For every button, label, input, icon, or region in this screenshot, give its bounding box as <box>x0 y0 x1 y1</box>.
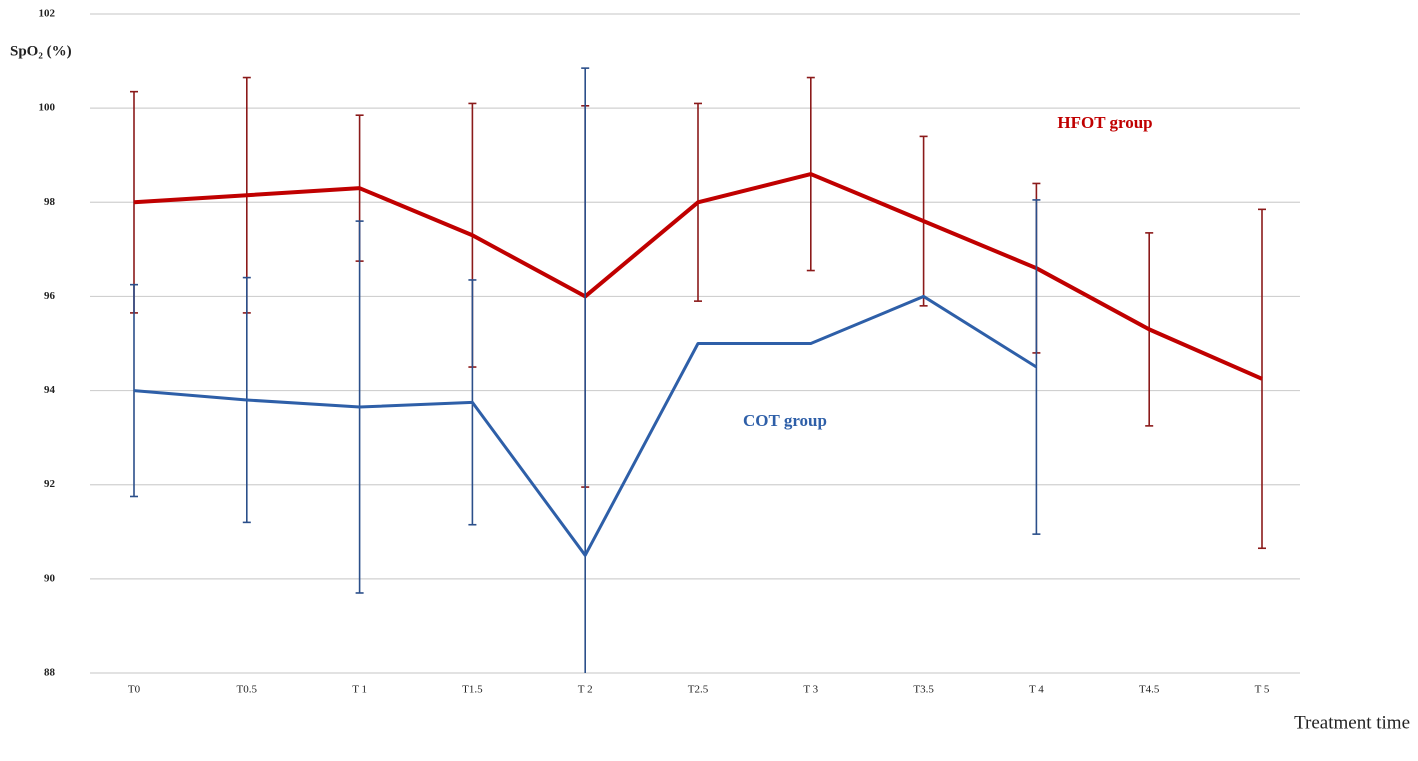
x-axis-label: Treatment time <box>1294 712 1410 733</box>
series-label: COT group <box>743 411 827 430</box>
error-bar <box>581 67 590 673</box>
series-line <box>133 172 1263 381</box>
x-tick-label: T 1 <box>352 684 367 696</box>
y-tick-label: 90 <box>44 572 56 584</box>
y-axis-label: SpO₂ (%) <box>10 43 72 59</box>
x-tick-label: T 5 <box>1255 684 1270 696</box>
x-tick-label: T2.5 <box>688 684 709 696</box>
y-tick-label: 94 <box>44 384 56 396</box>
error-bar <box>130 283 138 498</box>
error-bar <box>1258 208 1266 550</box>
series-line <box>133 294 1038 557</box>
x-tick-label: T 3 <box>803 684 818 696</box>
x-tick-label: T0 <box>128 684 141 696</box>
y-tick-label: 102 <box>39 8 56 20</box>
y-tick-label: 96 <box>44 290 56 302</box>
y-tick-label: 98 <box>44 196 56 208</box>
x-tick-label: T 4 <box>1029 684 1044 696</box>
x-tick-label: T4.5 <box>1139 684 1160 696</box>
series-label: HFOT group <box>1057 113 1152 132</box>
y-tick-label: 92 <box>44 478 56 490</box>
y-tick-label: 88 <box>44 667 56 679</box>
x-tick-label: T3.5 <box>913 684 934 696</box>
x-tick-label: T 2 <box>578 684 593 696</box>
x-tick-label: T0.5 <box>237 684 258 696</box>
x-tick-label: T1.5 <box>462 684 483 696</box>
y-tick-label: 100 <box>39 102 56 114</box>
